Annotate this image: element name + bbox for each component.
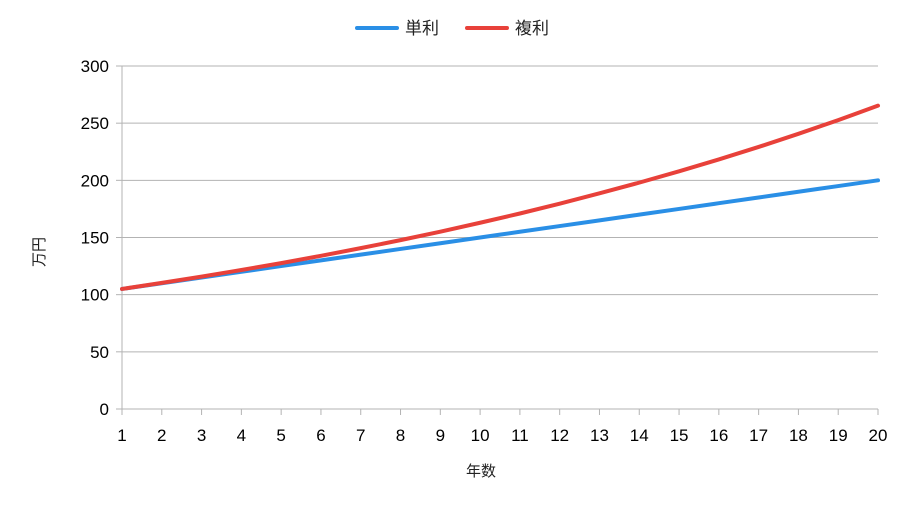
x-tick-label: 20 bbox=[869, 426, 888, 445]
x-tick-label: 11 bbox=[511, 426, 529, 445]
y-tick-label: 100 bbox=[81, 286, 109, 305]
x-tick-label: 15 bbox=[670, 426, 689, 445]
y-tick-labels: 0 50 100 150 200 250 300 bbox=[81, 57, 109, 419]
y-tick-label: 50 bbox=[90, 343, 109, 362]
y-tick-label: 0 bbox=[100, 400, 109, 419]
x-tick-label: 3 bbox=[197, 426, 206, 445]
series-line-2 bbox=[120, 103, 880, 291]
legend-label: 複利 bbox=[515, 19, 549, 39]
x-tick-label: 18 bbox=[789, 426, 808, 445]
x-tick-label: 7 bbox=[356, 426, 365, 445]
y-tick-label: 250 bbox=[81, 114, 109, 133]
x-tick-label: 19 bbox=[829, 426, 848, 445]
x-tick-label: 10 bbox=[471, 426, 490, 445]
x-tick-label: 14 bbox=[630, 426, 649, 445]
x-tick-label: 2 bbox=[157, 426, 166, 445]
y-tick-label: 150 bbox=[81, 229, 109, 248]
x-tick-label: 1 bbox=[117, 426, 126, 445]
x-tick-labels: 1 2 3 4 5 6 7 8 9 10 11 12 13 14 15 16 17 18 19 20 bbox=[117, 426, 887, 445]
y-tick-label: 200 bbox=[81, 171, 109, 190]
x-tick-label: 5 bbox=[276, 426, 285, 445]
x-tick-label: 8 bbox=[396, 426, 405, 445]
legend: 単利 複利 bbox=[355, 19, 549, 39]
x-tick-label: 17 bbox=[749, 426, 768, 445]
x-tick-label: 12 bbox=[550, 426, 569, 445]
x-tick-label: 9 bbox=[436, 426, 445, 445]
y-axis-title: 万円 bbox=[30, 237, 48, 267]
legend-label: 単利 bbox=[405, 19, 439, 39]
x-tick-label: 16 bbox=[709, 426, 728, 445]
axes bbox=[116, 65, 879, 415]
series-lines bbox=[120, 103, 880, 291]
grid-lines bbox=[122, 65, 878, 353]
x-tick-label: 6 bbox=[316, 426, 325, 445]
y-tick-label: 300 bbox=[81, 57, 109, 76]
x-axis-title: 年数 bbox=[466, 462, 496, 480]
x-tick-label: 4 bbox=[237, 426, 246, 445]
x-tick-label: 13 bbox=[590, 426, 609, 445]
